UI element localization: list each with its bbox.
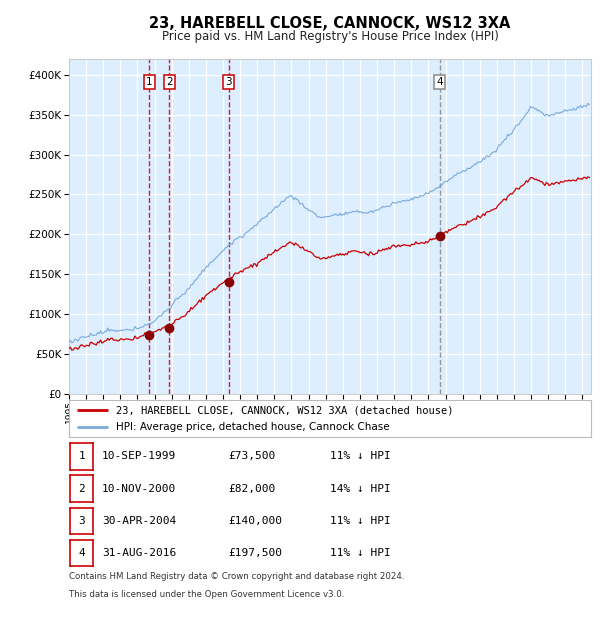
- Text: 30-APR-2004: 30-APR-2004: [102, 516, 176, 526]
- Text: 31-AUG-2016: 31-AUG-2016: [102, 548, 176, 558]
- Text: 11% ↓ HPI: 11% ↓ HPI: [330, 451, 391, 461]
- Text: £197,500: £197,500: [228, 548, 282, 558]
- Text: This data is licensed under the Open Government Licence v3.0.: This data is licensed under the Open Gov…: [69, 590, 344, 599]
- Text: 2: 2: [166, 78, 173, 87]
- Text: £82,000: £82,000: [228, 484, 275, 494]
- Text: £73,500: £73,500: [228, 451, 275, 461]
- Text: 4: 4: [78, 548, 85, 558]
- Text: 2: 2: [78, 484, 85, 494]
- Text: 1: 1: [146, 78, 153, 87]
- Text: 1: 1: [78, 451, 85, 461]
- Text: £140,000: £140,000: [228, 516, 282, 526]
- Text: 3: 3: [226, 78, 232, 87]
- Text: HPI: Average price, detached house, Cannock Chase: HPI: Average price, detached house, Cann…: [116, 422, 389, 432]
- Text: 10-NOV-2000: 10-NOV-2000: [102, 484, 176, 494]
- Text: 14% ↓ HPI: 14% ↓ HPI: [330, 484, 391, 494]
- Text: 23, HAREBELL CLOSE, CANNOCK, WS12 3XA (detached house): 23, HAREBELL CLOSE, CANNOCK, WS12 3XA (d…: [116, 405, 454, 415]
- Text: 11% ↓ HPI: 11% ↓ HPI: [330, 516, 391, 526]
- Text: Price paid vs. HM Land Registry's House Price Index (HPI): Price paid vs. HM Land Registry's House …: [161, 30, 499, 43]
- Text: 23, HAREBELL CLOSE, CANNOCK, WS12 3XA: 23, HAREBELL CLOSE, CANNOCK, WS12 3XA: [149, 16, 511, 30]
- Text: 3: 3: [78, 516, 85, 526]
- Text: 4: 4: [437, 78, 443, 87]
- Text: Contains HM Land Registry data © Crown copyright and database right 2024.: Contains HM Land Registry data © Crown c…: [69, 572, 404, 582]
- Text: 11% ↓ HPI: 11% ↓ HPI: [330, 548, 391, 558]
- Text: 10-SEP-1999: 10-SEP-1999: [102, 451, 176, 461]
